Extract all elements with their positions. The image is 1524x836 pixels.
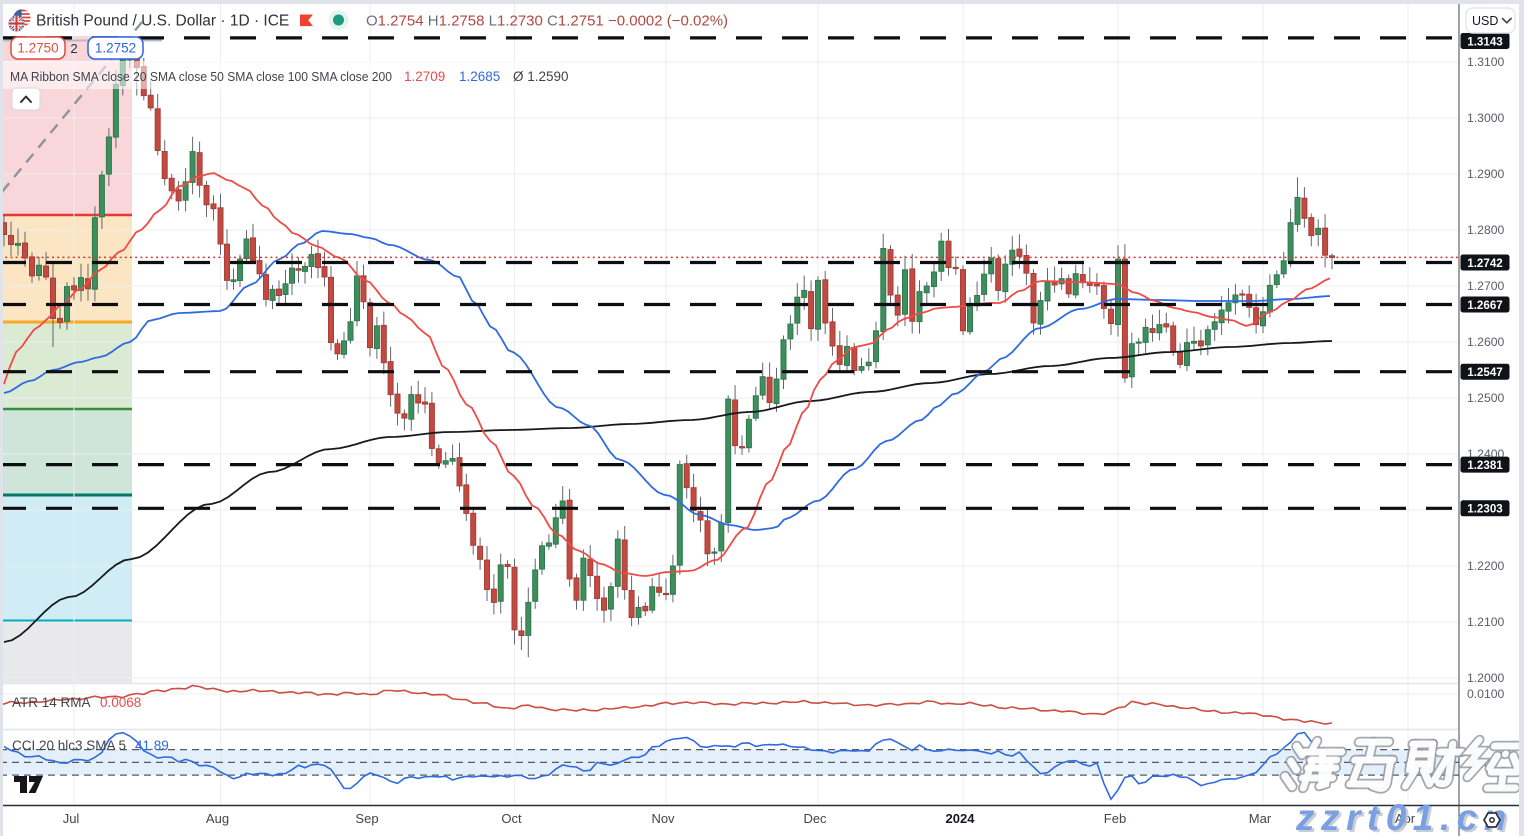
svg-text:USD: USD [1472,14,1498,28]
svg-text:Aug: Aug [206,811,229,826]
svg-text:MA Ribbon SMA close 20 SMA clo: MA Ribbon SMA close 20 SMA close 50 SMA … [10,69,392,84]
svg-text:1.2700: 1.2700 [1467,279,1504,293]
svg-text:1.2685: 1.2685 [459,69,500,84]
svg-text:Nov: Nov [651,811,675,826]
svg-text:1.2752: 1.2752 [95,41,136,56]
svg-text:1.2200: 1.2200 [1467,559,1504,573]
svg-text:CCI 20 hlc3 SMA 5: CCI 20 hlc3 SMA 5 [12,738,126,753]
svg-text:Jul: Jul [63,811,80,826]
svg-text:zzrt01.cn: zzrt01.cn [1298,799,1516,836]
svg-text:1.2750: 1.2750 [17,41,58,56]
svg-text:1.3000: 1.3000 [1467,111,1504,125]
svg-text:2: 2 [70,41,77,56]
svg-text:1.3100: 1.3100 [1467,55,1504,69]
svg-text:1.2800: 1.2800 [1467,223,1504,237]
svg-text:1.2600: 1.2600 [1467,335,1504,349]
svg-text:1.2303: 1.2303 [1467,503,1503,516]
svg-text:Apr: Apr [1395,811,1416,826]
svg-text:2024: 2024 [946,811,976,826]
svg-text:1.2381: 1.2381 [1467,459,1503,472]
svg-text:Mar: Mar [1249,811,1272,826]
svg-text:British Pound / U.S. Dollar ·: British Pound / U.S. Dollar · 1D · ICE [36,13,289,30]
svg-text:1.2709: 1.2709 [404,69,445,84]
svg-text:1.2742: 1.2742 [1467,257,1502,270]
svg-text:41.89: 41.89 [135,738,169,753]
svg-text:1.2100: 1.2100 [1467,615,1504,629]
svg-text:Ø 1.2590: Ø 1.2590 [513,69,569,84]
svg-text:0.0100: 0.0100 [1467,687,1504,701]
svg-text:Sep: Sep [355,811,378,826]
svg-text:zzrt01.cn: zzrt01.cn [1295,797,1513,836]
svg-text:Feb: Feb [1104,811,1126,826]
svg-text:ATR 14 RMA: ATR 14 RMA [12,695,91,710]
svg-text:0.0068: 0.0068 [100,695,141,710]
svg-text:O1.2754 H1.2758 L1.2730 C1.275: O1.2754 H1.2758 L1.2730 C1.2751 −0.0002 … [366,13,728,30]
svg-text:1.3143: 1.3143 [1467,35,1503,48]
svg-text:1.2500: 1.2500 [1467,391,1504,405]
svg-text:1.2547: 1.2547 [1467,366,1502,379]
svg-text:1.2000: 1.2000 [1467,671,1504,685]
svg-text:Oct: Oct [501,811,522,826]
svg-text:1.2900: 1.2900 [1467,167,1504,181]
svg-text:1.2667: 1.2667 [1467,299,1502,312]
svg-text:Dec: Dec [803,811,827,826]
